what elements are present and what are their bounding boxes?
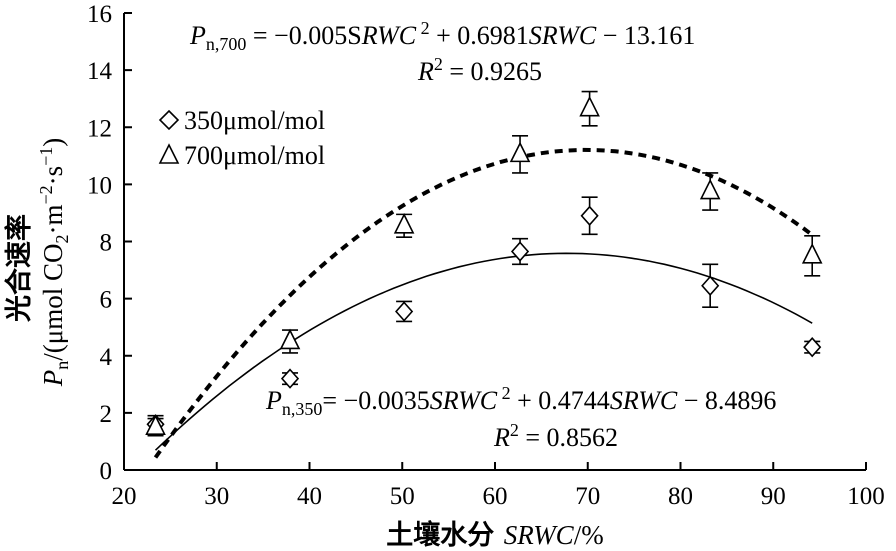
- x-tick-label: 20: [112, 483, 137, 510]
- eq350-rhs-sup: 2: [497, 383, 511, 403]
- y-title-sup: −2: [36, 185, 56, 204]
- x-tick-label: 30: [204, 483, 229, 510]
- equation-700: Pn,700 = −0.005SRWC 2 + 0.6981SRWC − 13.…: [189, 18, 695, 54]
- axes: 20 30 40 50 60 70 80 90 100 0 2 4 6 8 10 12 14 16: [87, 1, 885, 510]
- y-tick-label: 4: [100, 344, 113, 371]
- fit-curve-700: [153, 147, 814, 459]
- eq700-rhs-2: + 0.6981: [430, 21, 529, 50]
- eq700-lhs: P: [189, 21, 206, 50]
- legend-marker-350: [158, 109, 180, 131]
- eq350-rhs-1-ital: SRWC: [430, 386, 498, 415]
- y-title-text2: ·m: [38, 205, 68, 235]
- legend-label-350: 350μmol/mol: [184, 106, 325, 135]
- legend: 350μmol/mol 700μmol/mol: [158, 106, 325, 170]
- eq700-rhs-sup: 2: [416, 18, 430, 38]
- x-tick-label: 90: [761, 483, 786, 510]
- y-title-sup2: −1: [36, 147, 56, 166]
- x-tick-label: 80: [668, 483, 693, 510]
- eq350-lhs-sub: n,350: [282, 399, 323, 419]
- point-350: [280, 368, 300, 389]
- y-title-sub2: 2: [52, 235, 72, 244]
- y-title-p: P: [38, 370, 68, 388]
- x-tick-label: 100: [847, 483, 885, 510]
- eq350-rhs-1: = −0.0035: [322, 386, 429, 415]
- eq700-rhs-1: = −0.005S: [246, 21, 361, 50]
- x-ticks: 20 30 40 50 60 70 80 90 100: [112, 462, 885, 510]
- point-350: [701, 275, 720, 296]
- point-350: [803, 336, 822, 358]
- fit-curves: [153, 147, 814, 459]
- x-tick-label: 50: [390, 483, 415, 510]
- x-title-prefix: 土壤水分: [386, 519, 503, 551]
- y-tick-label: 6: [100, 287, 113, 314]
- x-title-suffix: /%: [574, 520, 604, 550]
- point-350: [510, 241, 530, 262]
- y-title-text4: ): [38, 138, 68, 147]
- y-tick-label: 8: [100, 230, 113, 257]
- r2-700: R2 = 0.9265: [417, 54, 542, 86]
- eq350-rhs-3: − 8.4896: [677, 386, 776, 415]
- data-points: [145, 90, 823, 437]
- point-700: [699, 178, 721, 200]
- y-tick-label: 12: [87, 115, 112, 142]
- r2-700-r: R: [417, 57, 434, 86]
- eq350-lhs: P: [265, 386, 282, 415]
- y-tick-label: 16: [87, 1, 112, 28]
- x-tick-label: 60: [483, 483, 508, 510]
- y-axis-title-line2: Pn/(μmol CO2·m−2·s−1): [36, 138, 72, 388]
- legend-label-700: 700μmol/mol: [184, 141, 325, 170]
- eq700-lhs-sub: n,700: [206, 34, 247, 54]
- fit-curve-350: [154, 252, 813, 451]
- point-350: [395, 301, 414, 322]
- point-700: [801, 242, 823, 264]
- point-700: [145, 414, 166, 435]
- eq350-rhs-2-ital: SRWC: [610, 386, 678, 415]
- y-tick-label: 14: [87, 58, 113, 85]
- y-title-text3: ·s: [38, 166, 68, 186]
- point-700: [579, 95, 600, 117]
- r2-350-value: = 0.8562: [519, 423, 618, 452]
- eq350-rhs-2: + 0.4744: [511, 386, 610, 415]
- x-tick-label: 40: [297, 483, 322, 510]
- eq700-rhs-1-ital: RWC: [361, 21, 417, 50]
- r2-700-value: = 0.9265: [443, 57, 542, 86]
- y-tick-label: 10: [87, 172, 112, 199]
- r2-350-r: R: [493, 423, 510, 452]
- r2-350-sup: 2: [510, 420, 519, 440]
- y-title-sub: n: [52, 361, 72, 370]
- y-tick-label: 2: [100, 401, 113, 428]
- r2-350: R2 = 0.8562: [493, 420, 618, 452]
- point-700: [279, 328, 301, 350]
- point-350: [580, 205, 599, 226]
- point-700: [393, 213, 415, 234]
- y-ticks: 0 2 4 6 8 10 12 14 16: [87, 1, 132, 485]
- r2-700-sup: 2: [434, 54, 443, 74]
- y-axis-title-line1: 光合速率: [3, 214, 34, 323]
- legend-marker-700: [158, 143, 180, 164]
- eq700-rhs-2-ital: SRWC: [529, 21, 597, 50]
- x-tick-label: 70: [575, 483, 600, 510]
- x-title-italic: SRWC: [504, 520, 575, 550]
- point-700: [509, 141, 531, 163]
- equation-350: Pn,350= −0.0035SRWC 2 + 0.4744SRWC − 8.4…: [265, 383, 776, 419]
- x-axis-title: 土壤水分 SRWC/%: [386, 519, 603, 551]
- y-tick-label: 0: [100, 458, 113, 485]
- eq700-rhs-3: − 13.161: [596, 21, 695, 50]
- y-title-text: /(μmol CO: [38, 244, 68, 361]
